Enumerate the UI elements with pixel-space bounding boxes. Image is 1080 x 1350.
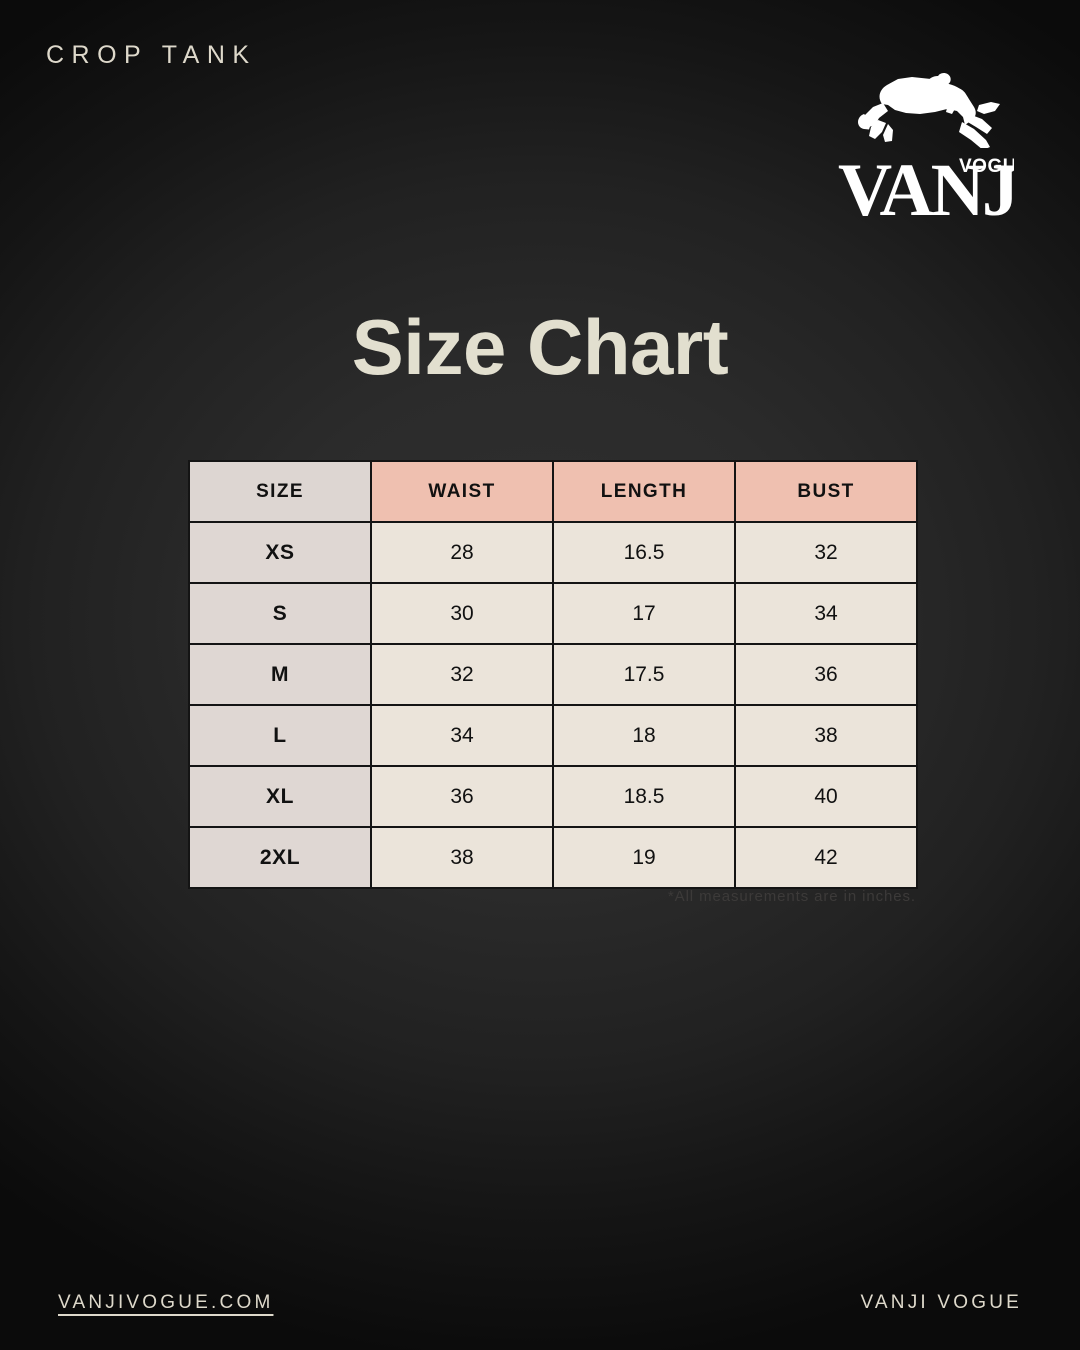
cell-bust: 32 <box>734 521 918 584</box>
table-row: XL 36 18.5 40 <box>188 765 918 828</box>
vanji-wordmark: VANJI VOGUE <box>838 149 1014 230</box>
cell-bust: 34 <box>734 582 918 645</box>
cell-length: 19 <box>552 826 736 889</box>
brand-logo: VANJI VOGUE <box>834 68 1014 233</box>
cell-waist: 32 <box>370 643 554 706</box>
table-row: L 34 18 38 <box>188 704 918 767</box>
table-row: 2XL 38 19 42 <box>188 826 918 889</box>
cell-length: 17.5 <box>552 643 736 706</box>
cell-size: XS <box>188 521 372 584</box>
table-row: M 32 17.5 36 <box>188 643 918 706</box>
cell-size: 2XL <box>188 826 372 889</box>
column-header-size: SIZE <box>188 460 372 523</box>
cell-waist: 34 <box>370 704 554 767</box>
footer-brand-label: VANJI VOGUE <box>860 1292 1022 1313</box>
cell-waist: 28 <box>370 521 554 584</box>
cell-length: 18.5 <box>552 765 736 828</box>
column-header-waist: WAIST <box>370 460 554 523</box>
size-chart-table-container: SIZE WAIST LENGTH BUST XS 28 16.5 32 S 3… <box>188 460 918 889</box>
product-category-label: CROP TANK <box>46 41 257 69</box>
cell-size: M <box>188 643 372 706</box>
table-row: XS 28 16.5 32 <box>188 521 918 584</box>
measurement-unit-note: *All measurements are in inches. <box>667 888 916 905</box>
footer-website-link[interactable]: VANJIVOGUE.COM <box>58 1292 274 1313</box>
cell-size: L <box>188 704 372 767</box>
table-row: S 30 17 34 <box>188 582 918 645</box>
cell-waist: 38 <box>370 826 554 889</box>
cell-length: 16.5 <box>552 521 736 584</box>
cell-bust: 36 <box>734 643 918 706</box>
cell-waist: 30 <box>370 582 554 645</box>
page-title: Size Chart <box>351 303 729 391</box>
wordmark-tagline: VOGUE <box>959 156 1014 177</box>
wordmark-brand: VANJI <box>838 149 1014 230</box>
cell-size: XL <box>188 765 372 828</box>
size-chart-table: SIZE WAIST LENGTH BUST XS 28 16.5 32 S 3… <box>188 460 918 889</box>
cell-length: 18 <box>552 704 736 767</box>
cell-length: 17 <box>552 582 736 645</box>
column-header-bust: BUST <box>734 460 918 523</box>
table-header-row: SIZE WAIST LENGTH BUST <box>188 460 918 523</box>
cell-waist: 36 <box>370 765 554 828</box>
column-header-length: LENGTH <box>552 460 736 523</box>
cell-bust: 38 <box>734 704 918 767</box>
jumping-horse-icon <box>858 72 1000 148</box>
cell-size: S <box>188 582 372 645</box>
cell-bust: 40 <box>734 765 918 828</box>
cell-bust: 42 <box>734 826 918 889</box>
